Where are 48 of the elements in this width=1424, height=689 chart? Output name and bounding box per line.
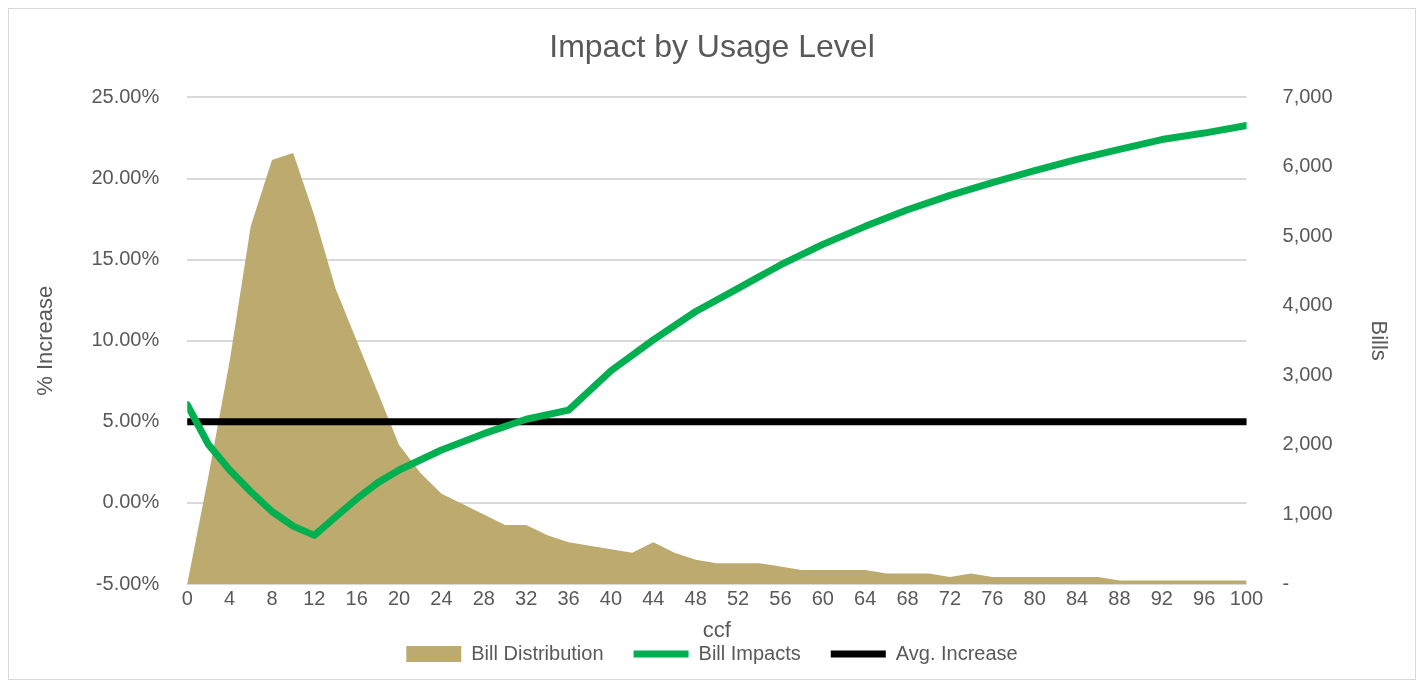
- x-tick-label: 40: [599, 586, 623, 609]
- y2-tick-label: 5,000: [1282, 223, 1333, 246]
- y-tick-label: 10.00%: [91, 328, 160, 351]
- x-tick-label: 16: [345, 586, 368, 609]
- x-tick-label: 96: [1193, 586, 1216, 609]
- x-tick-label: 92: [1150, 586, 1173, 609]
- x-tick-label: 80: [1023, 586, 1046, 609]
- y2-axis-title: Bills: [1366, 320, 1392, 361]
- legend-label: Avg. Increase: [895, 641, 1018, 664]
- y2-tick-label: 6,000: [1282, 154, 1333, 177]
- x-tick-label: 36: [557, 586, 580, 609]
- x-tick-label: 56: [769, 586, 792, 609]
- y2-tick-label: -: [1282, 571, 1290, 594]
- x-tick-label: 100: [1229, 586, 1264, 609]
- legend-label: Bill Impacts: [698, 641, 801, 664]
- x-tick-label: 84: [1065, 586, 1089, 609]
- y2-tick-label: 1,000: [1282, 502, 1333, 524]
- x-tick-label: 88: [1108, 586, 1131, 609]
- y-tick-label: 15.00%: [91, 247, 160, 270]
- x-tick-label: 12: [303, 586, 326, 609]
- x-tick-label: 76: [981, 586, 1004, 609]
- legend-label: Bill Distribution: [471, 641, 604, 664]
- x-tick-label: 44: [642, 586, 665, 609]
- x-tick-label: 52: [726, 586, 750, 609]
- x-tick-label: 4: [224, 586, 236, 609]
- x-tick-label: 48: [684, 586, 707, 609]
- x-tick-label: 0: [181, 586, 193, 609]
- y-axis-title: % Increase: [32, 285, 58, 396]
- y2-tick-label: 4,000: [1282, 293, 1333, 316]
- x-tick-label: 68: [896, 586, 919, 609]
- y2-tick-label: 3,000: [1282, 362, 1333, 385]
- y-tick-label: 20.00%: [91, 166, 160, 189]
- x-tick-label: 24: [430, 586, 453, 609]
- x-tick-label: 32: [515, 586, 538, 609]
- y-tick-label: 0.00%: [102, 490, 160, 513]
- y-tick-label: 25.00%: [91, 84, 160, 107]
- x-tick-label: 28: [472, 586, 495, 609]
- x-tick-label: 60: [811, 586, 834, 609]
- x-axis-title: ccf: [702, 617, 732, 643]
- y-tick-label: -5.00%: [95, 571, 160, 594]
- x-tick-label: 64: [854, 586, 877, 609]
- chart-title: Impact by Usage Level: [549, 28, 875, 65]
- y2-tick-label: 7,000: [1282, 84, 1333, 107]
- y-tick-label: 5.00%: [102, 409, 160, 432]
- x-tick-label: 20: [387, 586, 411, 609]
- x-tick-label: 72: [938, 586, 962, 609]
- y2-tick-label: 2,000: [1282, 432, 1333, 455]
- x-tick-label: 8: [266, 586, 278, 609]
